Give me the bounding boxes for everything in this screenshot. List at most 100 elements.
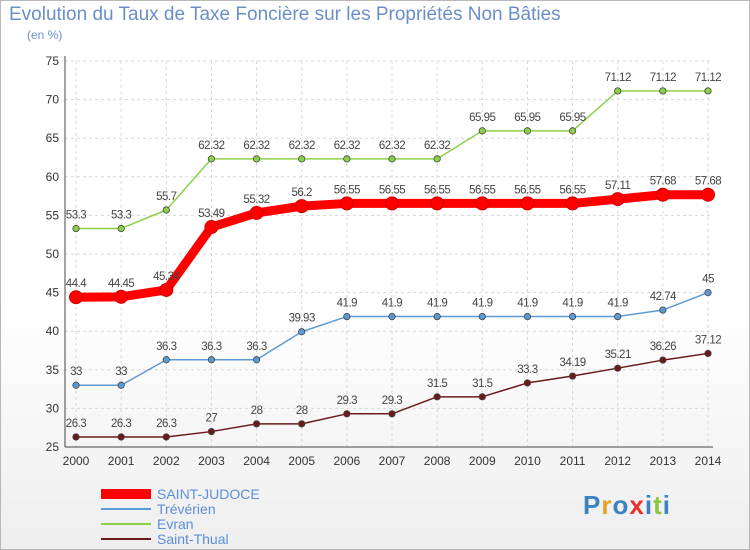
data-point [207,427,216,436]
data-label: 56.55 [514,184,540,196]
data-label: 41.9 [608,298,628,310]
logo-letter: P [583,490,602,520]
data-label: 33.3 [517,364,537,376]
data-label: 29.3 [337,395,357,407]
y-tick-label: 65 [46,131,60,145]
data-label: 56.55 [379,184,405,196]
data-point [298,155,306,163]
x-tick-label: 2002 [153,454,180,468]
data-point [117,433,125,441]
data-point [72,224,80,233]
data-point [704,87,712,95]
data-label: 41.9 [517,298,537,310]
x-tick-label: 2012 [604,454,631,468]
data-label: 62.32 [379,140,405,152]
data-label: 62.32 [289,140,315,152]
data-label: 35.21 [605,349,631,361]
y-tick-label: 25 [46,440,60,454]
logo-letter: x [629,490,645,520]
data-point [249,205,264,220]
data-label: 41.9 [427,298,447,310]
data-point [433,393,441,401]
chart-title: Evolution du Taux de Taxe Foncière sur l… [9,4,561,25]
data-label: 65.95 [469,112,495,124]
data-point [162,433,170,441]
x-tick-label: 2011 [560,454,586,468]
data-label: 56.55 [424,184,450,196]
data-label: 36.3 [246,341,266,353]
data-point [701,187,715,202]
data-label: 34.19 [559,357,585,369]
data-point [523,379,532,387]
data-point [659,306,667,314]
data-point [159,282,174,297]
legend-swatch-saint-thual [101,538,151,540]
data-label: 41.9 [472,298,492,310]
data-label: 42.74 [650,291,677,303]
x-tick-label: 2000 [63,454,90,468]
legend-label: Evran [157,516,194,532]
data-point [117,224,125,233]
data-label: 41.9 [562,298,582,310]
data-point [162,356,170,364]
legend-swatch-treverien [101,508,151,510]
data-label: 45 [702,274,714,286]
data-point [478,393,486,401]
data-label: 44.45 [108,278,134,290]
x-tick-label: 2005 [288,454,315,468]
logo-letter: i [662,490,671,520]
y-tick-label: 35 [46,363,60,377]
legend-label: Trévérien [157,501,216,517]
x-tick-label: 2007 [379,454,406,468]
data-point [252,420,261,428]
data-label: 36.3 [201,341,221,353]
y-tick-label: 40 [46,324,60,338]
y-tick-label: 70 [46,93,60,107]
data-point [610,192,625,207]
data-point [568,372,577,380]
data-label: 28 [251,405,263,417]
data-point [520,196,535,211]
legend-entry-treverien: Trévérien [101,501,216,517]
data-point [475,196,490,211]
data-label: 39.93 [289,313,315,325]
data-point [114,289,129,304]
x-tick-label: 2008 [424,454,451,468]
x-tick-label: 2010 [514,454,541,468]
data-point [69,290,83,305]
data-point [704,288,712,297]
data-label: 57.68 [695,176,721,188]
data-label: 57.11 [605,180,631,192]
data-label: 65.95 [514,112,540,124]
logo-letter: o [612,490,630,520]
data-label: 26.3 [156,418,176,430]
legend-entry-saint-judoce: SAINT-JUDOCE [101,486,260,502]
data-label: 26.3 [66,418,86,430]
data-label: 53.49 [198,208,224,220]
data-label: 65.95 [559,112,585,124]
data-point [117,381,125,389]
data-point [614,87,622,95]
data-label: 56.55 [559,184,585,196]
data-label: 36.3 [156,341,176,353]
data-label: 33 [115,366,127,378]
x-tick-label: 2004 [243,454,270,468]
legend-label: Saint-Thual [157,531,229,547]
y-tick-label: 30 [46,401,60,415]
data-label: 28 [296,405,308,417]
legend-entry-evran: Evran [101,516,194,532]
data-point [430,196,445,211]
data-label: 57.68 [650,176,676,188]
data-point [568,312,577,321]
data-point [388,410,396,418]
y-tick-label: 55 [46,208,60,222]
legend-swatch-evran [101,523,151,525]
data-point [204,220,219,235]
data-point [523,127,532,135]
x-tick-label: 2003 [198,454,225,468]
data-label: 71.12 [695,72,721,84]
legend-entry-saint-thual: Saint-Thual [101,531,229,547]
legend-label: SAINT-JUDOCE [157,486,260,502]
